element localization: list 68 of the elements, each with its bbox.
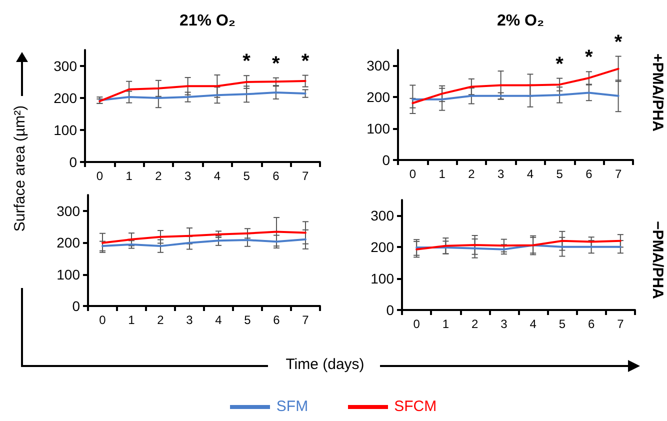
y-tick-label: 300	[370, 208, 394, 224]
y-tick-label: 100	[366, 120, 390, 137]
x-tick-label: 6	[586, 167, 593, 181]
legend-label: SFM	[276, 398, 308, 415]
x-tick-label: 1	[128, 313, 136, 327]
x-tick-label: 2	[468, 167, 476, 181]
x-tick-label: 6	[272, 169, 280, 183]
x-tick-label: 4	[214, 169, 221, 183]
line-series	[412, 92, 620, 100]
y2-axis-title: +PMA/PHA	[649, 54, 666, 132]
x-tick-label: 5	[244, 313, 252, 327]
annotation: *	[614, 31, 622, 54]
annotation: *	[242, 50, 251, 73]
y-tick-label: 100	[56, 266, 80, 282]
x-tick-label: 1	[442, 317, 450, 331]
x-tick-label: 4	[530, 317, 537, 331]
annotation: *	[301, 50, 310, 72]
line-series	[102, 238, 306, 248]
chart-title: 21% O₂	[179, 12, 236, 30]
x-tick-label: 6	[273, 313, 280, 327]
x-tick-label: 2	[471, 317, 478, 331]
annotation: *	[556, 53, 564, 76]
chart-title: 2% O₂	[496, 12, 544, 30]
x-tick-label: 5	[556, 167, 564, 181]
x-tick-label: 4	[526, 167, 534, 181]
y-tick-label: 300	[56, 202, 80, 219]
y-tick-label: 100	[370, 270, 394, 287]
y-tick-label: 200	[54, 90, 78, 106]
x-tick-label: 0	[96, 169, 104, 183]
x-tick-label: 4	[215, 313, 222, 327]
x-tick-label: 5	[558, 317, 566, 331]
y-axis-title: Surface area (µm²)	[12, 104, 28, 234]
x-tick-label: 0	[99, 313, 106, 327]
y-tick-label: 200	[366, 89, 390, 106]
x-tick-label: 1	[438, 167, 446, 181]
legend-label: SFCM	[394, 398, 437, 415]
annotation: *	[272, 52, 280, 75]
y-tick-label: 0	[382, 152, 390, 168]
x-tick-label: 1	[126, 169, 133, 183]
x-tick-label: 3	[184, 169, 192, 183]
line-series	[412, 68, 620, 104]
line-series	[98, 80, 306, 102]
y-tick-label: 100	[54, 122, 78, 138]
y-tick-label: 200	[56, 234, 80, 251]
x-tick-label: 0	[413, 317, 420, 331]
y2-axis-title: −PMA/PHA	[649, 221, 666, 300]
x-tick-label: 5	[243, 169, 250, 183]
y-tick-label: 200	[370, 239, 394, 256]
y-tick-label: 300	[366, 58, 390, 74]
line-series	[102, 230, 306, 244]
x-tick-label: 6	[588, 317, 595, 331]
y-tick-label: 0	[72, 298, 80, 314]
x-tick-label: 7	[614, 167, 622, 181]
line-series	[416, 240, 622, 250]
x-tick-label: 7	[302, 169, 309, 183]
x-tick-label: 7	[617, 317, 624, 331]
x-axis-title: Time (days)	[284, 356, 366, 373]
y-tick-label: 0	[69, 154, 78, 170]
x-tick-label: 7	[302, 313, 310, 327]
annotation: *	[585, 46, 594, 69]
x-tick-label: 3	[186, 313, 194, 327]
x-tick-label: 2	[155, 169, 162, 183]
x-tick-label: 3	[497, 167, 504, 181]
line-series	[98, 92, 306, 102]
x-tick-label: 0	[409, 167, 416, 181]
y-tick-label: 300	[54, 58, 78, 74]
x-tick-label: 2	[157, 313, 164, 327]
x-tick-label: 3	[500, 317, 508, 331]
